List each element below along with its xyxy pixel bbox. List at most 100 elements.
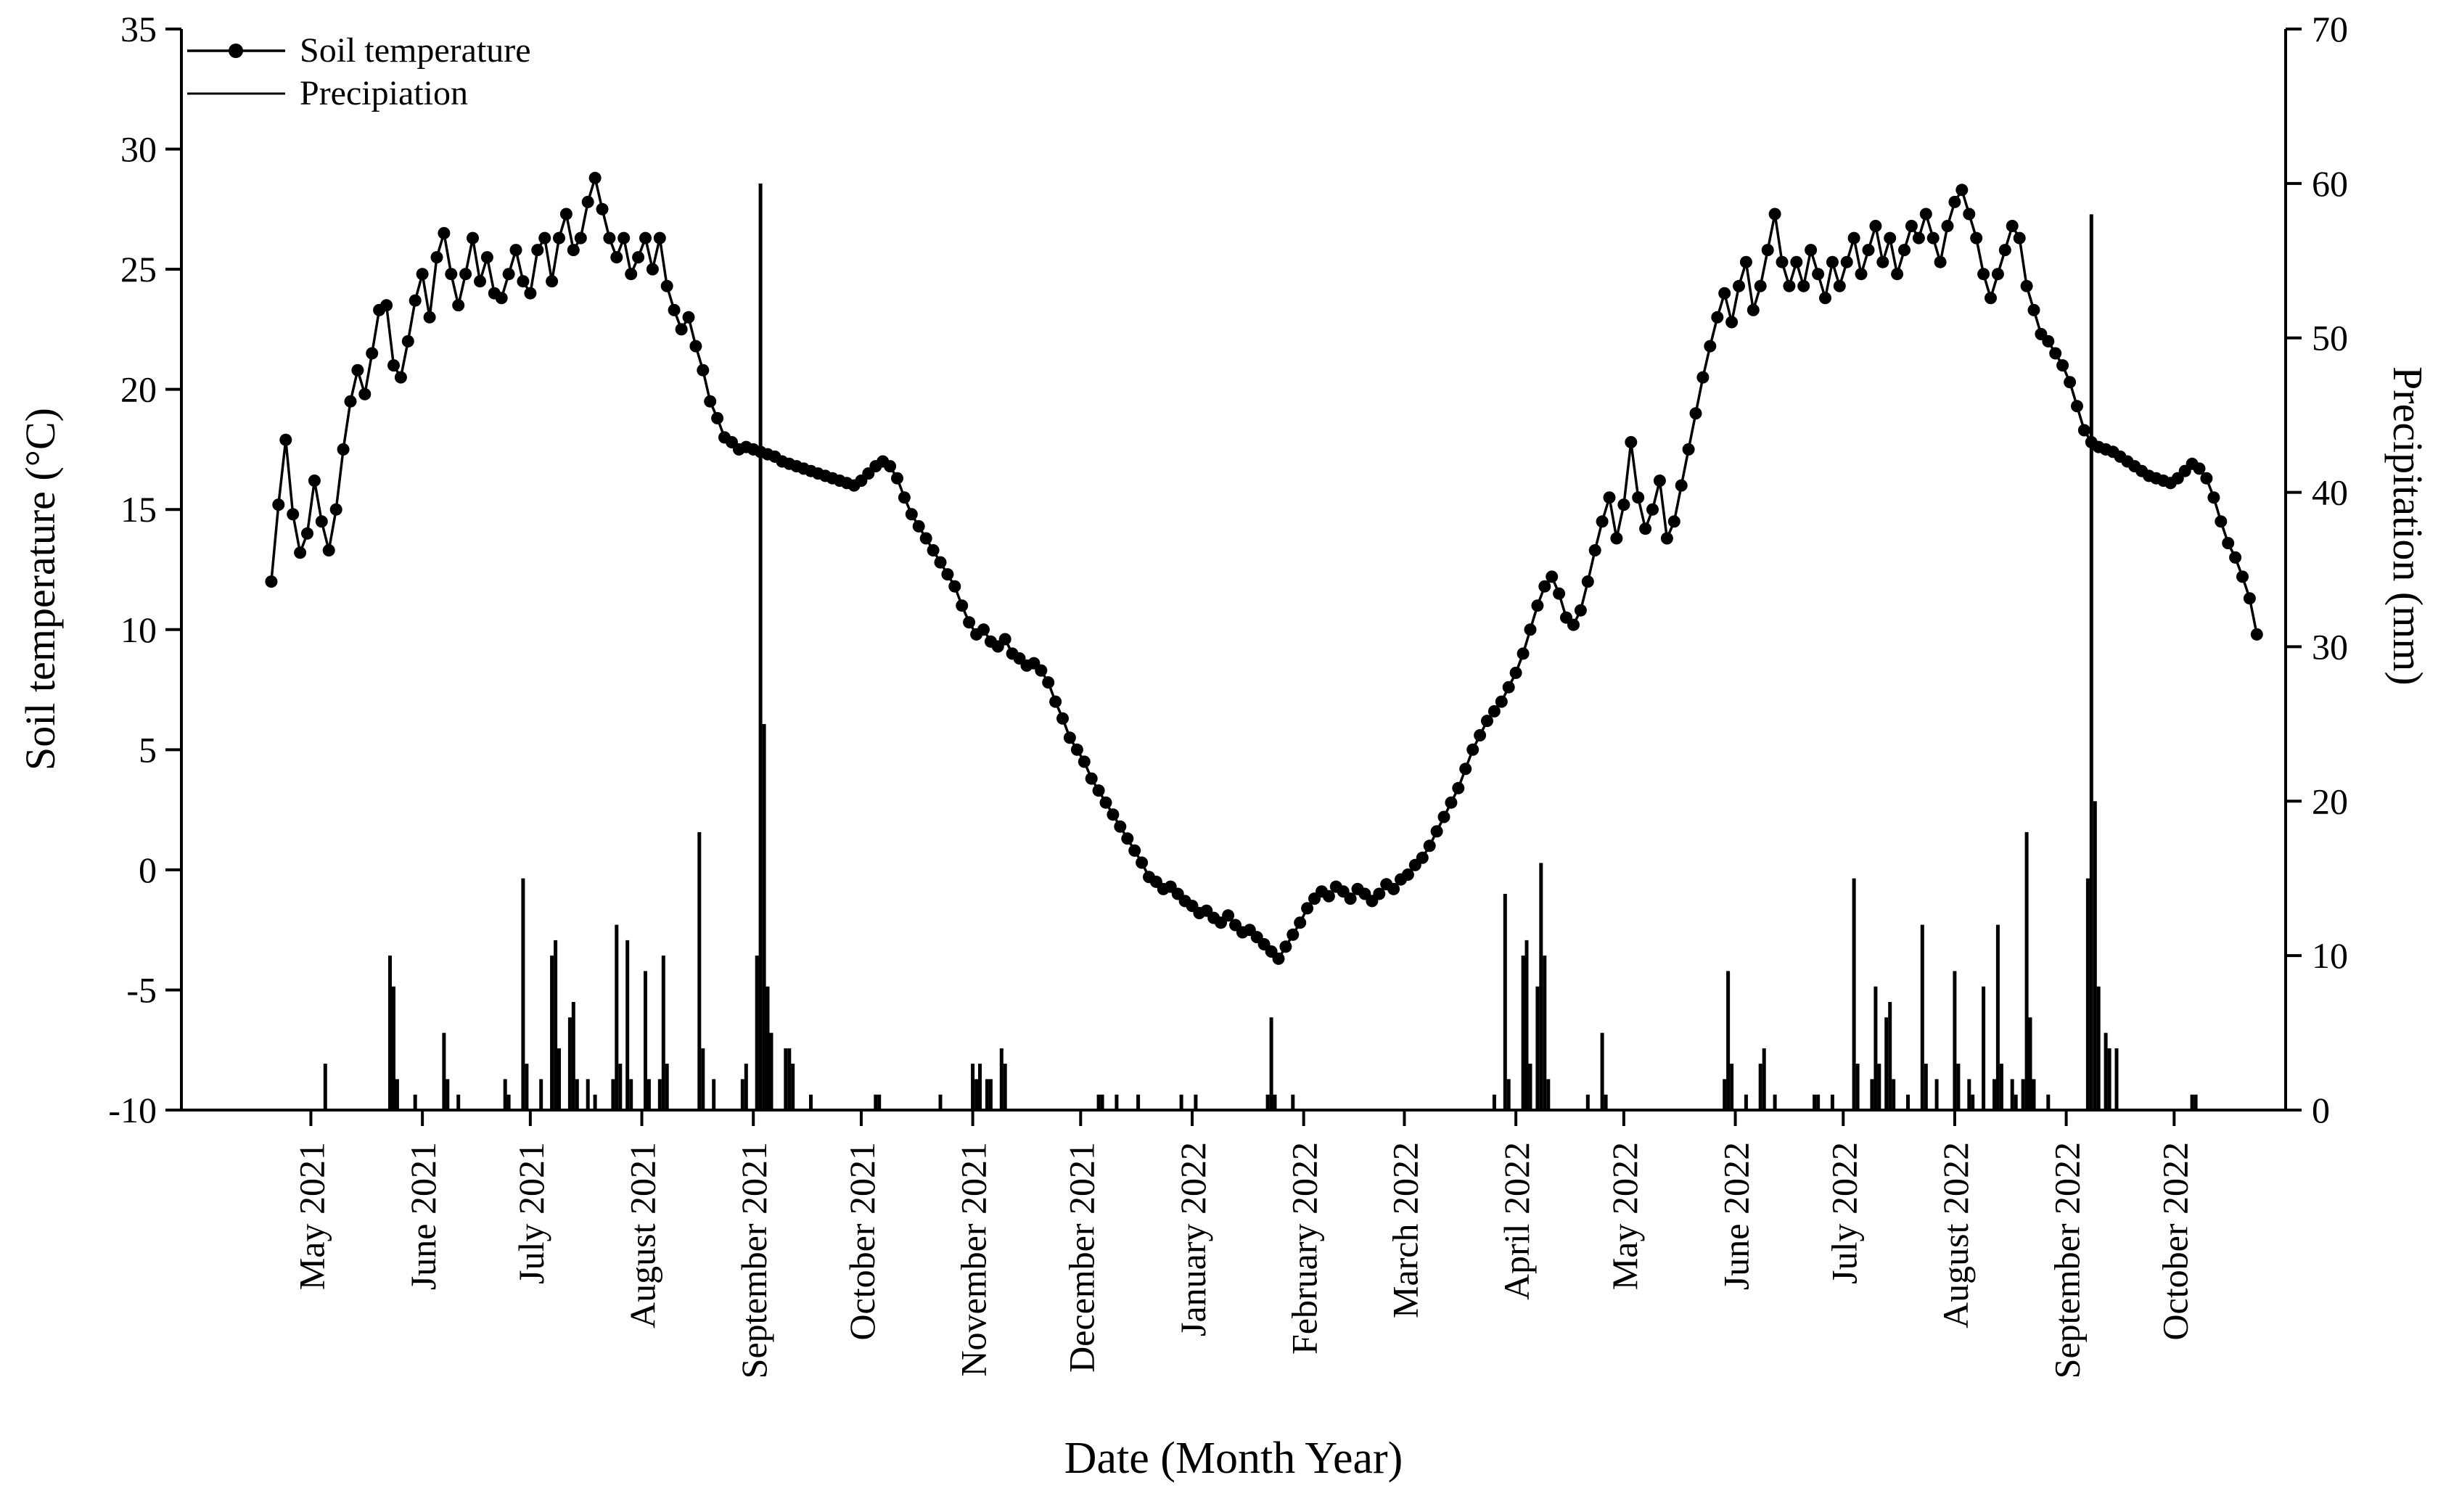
temperature-point xyxy=(1639,522,1652,535)
precipitation-bar xyxy=(874,1094,878,1110)
precipitation-bar xyxy=(938,1094,943,1110)
temperature-point xyxy=(632,251,645,264)
temperature-point xyxy=(704,395,717,408)
month-label: May 2021 xyxy=(291,1142,332,1290)
precipitation-bar xyxy=(1194,1094,1198,1110)
precipitation-bar xyxy=(611,1079,615,1110)
precipitation-bar xyxy=(1600,1032,1604,1110)
precipitation-bar xyxy=(1539,863,1543,1110)
temperature-point xyxy=(538,231,551,245)
temperature-point xyxy=(1926,231,1940,245)
precipitation-bar xyxy=(1884,1017,1889,1110)
precipitation-bar xyxy=(769,1032,773,1110)
precipitation-bar xyxy=(2085,878,2090,1110)
precipitation-bar xyxy=(525,1064,529,1110)
precipitation-bar xyxy=(1723,1079,1727,1110)
precipitation-bar xyxy=(521,878,525,1110)
temperature-point xyxy=(1272,952,1285,965)
left-axis-tick-label: 30 xyxy=(120,129,157,170)
left-axis-tick-label: 5 xyxy=(139,729,157,770)
temperature-point xyxy=(1747,303,1760,316)
month-label: September 2022 xyxy=(2047,1142,2088,1379)
temperature-point xyxy=(1826,255,1839,268)
temperature-point xyxy=(445,268,458,281)
temperature-point xyxy=(891,472,903,485)
temperature-point xyxy=(1070,743,1083,756)
precipitation-bar xyxy=(557,1048,561,1110)
precipitation-bar xyxy=(2089,214,2093,1110)
temperature-point xyxy=(1934,255,1947,268)
temperature-point xyxy=(941,568,954,581)
precipitation-bar xyxy=(503,1079,507,1110)
precipitation-bar xyxy=(1003,1064,1007,1110)
temperature-point xyxy=(1998,244,2011,257)
precipitation-bar xyxy=(625,940,630,1110)
precipitation-bar xyxy=(1604,1094,1608,1110)
temperature-point xyxy=(1567,618,1580,631)
temperature-point xyxy=(322,544,335,556)
temperature-point xyxy=(416,268,429,281)
temperature-point xyxy=(2077,424,2090,437)
temperature-point xyxy=(1531,599,1544,612)
temperature-line xyxy=(270,173,2259,961)
precipitation-bar xyxy=(442,1032,446,1110)
temperature-point xyxy=(1423,839,1436,852)
precipitation-bar xyxy=(762,723,766,1110)
temperature-point xyxy=(1553,587,1566,600)
temperature-point xyxy=(1049,695,1062,708)
precipitation-bar xyxy=(586,1079,590,1110)
temperature-point xyxy=(1675,479,1688,492)
temperature-point xyxy=(1128,844,1141,857)
temperature-point xyxy=(423,311,436,324)
precipitation-bar xyxy=(323,1064,327,1110)
temperature-point xyxy=(581,195,594,208)
temperature-point xyxy=(567,244,580,257)
temperature-point xyxy=(689,340,702,353)
precipitation-bar xyxy=(1924,1064,1928,1110)
right-axis-tick-label: 40 xyxy=(2312,472,2348,513)
temperature-point xyxy=(1437,810,1450,823)
right-axis-title: Precipitation (mm) xyxy=(2384,366,2431,686)
temperature-point xyxy=(2229,551,2242,564)
precipitation-bar xyxy=(1535,986,1540,1110)
temperature-point xyxy=(1617,498,1630,511)
temperature-point xyxy=(387,359,400,372)
temperature-point xyxy=(934,556,947,569)
temperature-point xyxy=(1445,796,1458,809)
temperature-point xyxy=(480,251,493,264)
precipitation-bar xyxy=(575,1079,579,1110)
temperature-point xyxy=(1955,184,1969,197)
precipitation-bar xyxy=(1115,1094,1119,1110)
temperature-point xyxy=(380,299,393,312)
month-label: May 2022 xyxy=(1604,1142,1645,1290)
legend-label-soil-temperature: Soil temperature xyxy=(300,31,531,70)
precipitation-bar xyxy=(1971,1094,1975,1110)
temperature-point xyxy=(1294,916,1307,929)
precipitation-bar xyxy=(1730,1064,1734,1110)
precipitation-bar xyxy=(647,1079,651,1110)
precipitation-bar xyxy=(1543,956,1547,1110)
legend: Soil temperature Precipiation xyxy=(187,31,531,113)
precipitation-bar xyxy=(593,1094,597,1110)
temperature-point xyxy=(596,202,609,215)
precipitation-bar xyxy=(1503,894,1507,1110)
temperature-point xyxy=(1891,268,1904,281)
temperature-point xyxy=(2250,628,2263,641)
precipitation-bar xyxy=(1953,971,1957,1110)
temperature-point xyxy=(998,633,1011,646)
temperature-point xyxy=(2049,347,2062,360)
temperature-point xyxy=(1963,208,1976,221)
temperature-point xyxy=(1538,580,1551,593)
temperature-point xyxy=(524,287,537,300)
month-label: October 2022 xyxy=(2154,1142,2195,1341)
precipitation-bar xyxy=(1096,1094,1101,1110)
left-axis-tick-label: 20 xyxy=(120,369,157,410)
temperature-point xyxy=(1704,340,1717,353)
temperature-point xyxy=(1042,676,1055,689)
precipitation-bar xyxy=(456,1094,461,1110)
temperature-point xyxy=(1905,220,1918,232)
precipitation-bar xyxy=(554,940,558,1110)
month-label: March 2022 xyxy=(1384,1142,1425,1318)
temperature-point xyxy=(531,244,544,257)
temperature-point xyxy=(2006,220,2019,232)
